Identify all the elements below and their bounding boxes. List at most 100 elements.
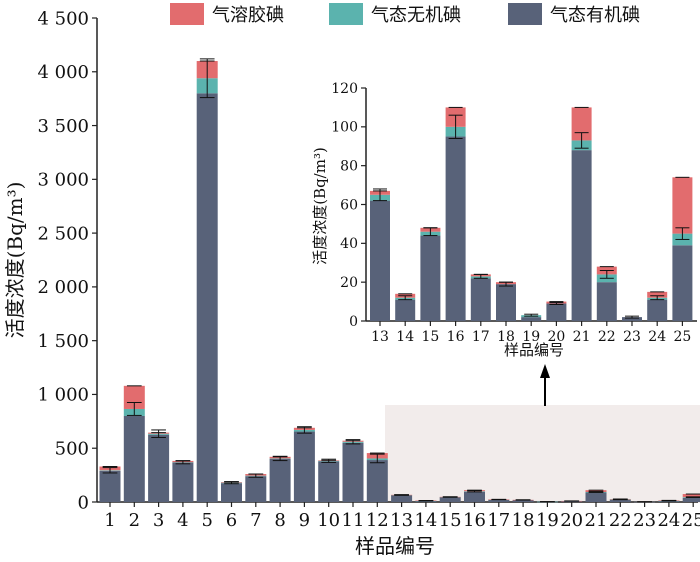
inset-y-axis-title: 活度浓度(Bq/m³) bbox=[311, 147, 329, 265]
legend-swatch-organic bbox=[508, 3, 542, 25]
main-y-tick-label: 3 000 bbox=[37, 170, 89, 191]
legend-swatch-aerosol bbox=[170, 3, 204, 25]
main-bar-organic-9 bbox=[293, 431, 315, 502]
main-bar-organic-6 bbox=[221, 483, 242, 502]
main-x-tick-label: 4 bbox=[177, 510, 188, 531]
inset-bar-organic-17 bbox=[470, 278, 491, 321]
inset-bar-organic-23 bbox=[622, 317, 642, 321]
main-y-tick-label: 0 bbox=[78, 492, 89, 513]
main-x-tick-label: 8 bbox=[274, 510, 285, 531]
main-y-tick-label: 4 000 bbox=[37, 62, 89, 83]
inset-bar-aerosol-24 bbox=[647, 291, 668, 298]
main-bar-organic-14 bbox=[415, 500, 437, 502]
main-bar-organic-16 bbox=[464, 491, 485, 502]
inset-x-tick-label: 22 bbox=[598, 329, 616, 345]
main-bar-organic-4 bbox=[172, 462, 194, 502]
main-y-tick-label: 2 500 bbox=[37, 223, 89, 244]
inset-x-axis-title: 样品编号 bbox=[504, 341, 564, 359]
inset-x-tick-label: 24 bbox=[648, 329, 666, 345]
main-x-tick-label: 21 bbox=[585, 510, 608, 531]
legend: 气溶胶碘 气态无机碘 气态有机碘 bbox=[170, 3, 640, 26]
legend-label-organic: 气态有机碘 bbox=[550, 5, 640, 26]
main-bar-organic-12 bbox=[366, 460, 388, 502]
inset-y-tick-label: 120 bbox=[331, 81, 358, 97]
inset-x-tick-label: 18 bbox=[497, 329, 515, 345]
inset-bar-organic-18 bbox=[496, 284, 516, 321]
main-bar-organic-8 bbox=[269, 458, 291, 502]
main-x-tick-label: 11 bbox=[342, 510, 365, 531]
main-x-tick-label: 3 bbox=[153, 510, 164, 531]
inset-x-tick-label: 13 bbox=[371, 329, 389, 345]
main-x-tick-label: 13 bbox=[390, 510, 413, 531]
inset-arrow bbox=[540, 364, 550, 406]
main-bar-organic-2 bbox=[123, 415, 145, 502]
inset-y-tick-label: 80 bbox=[340, 159, 358, 175]
inset-bar-organic-15 bbox=[420, 235, 441, 321]
inset-y-tick-label: 100 bbox=[331, 120, 358, 136]
inset-x-tick-label: 16 bbox=[447, 329, 465, 345]
inset-bar-organic-21 bbox=[571, 150, 592, 321]
main-bar-aerosol-25 bbox=[682, 494, 700, 498]
inset-x-tick-label: 17 bbox=[472, 329, 490, 345]
main-x-tick-label: 12 bbox=[366, 510, 389, 531]
main-chart: 0 500 1 000 1 500 2 000 2 500 3 000 3 500 4 000 4… bbox=[37, 8, 700, 531]
inset-bar-organic-14 bbox=[395, 299, 416, 321]
main-x-tick-label: 14 bbox=[414, 510, 437, 531]
inset-x-tick-label: 23 bbox=[623, 329, 641, 345]
main-bar-organic-22 bbox=[609, 499, 631, 502]
inset-y-tick-label: 20 bbox=[340, 275, 358, 291]
main-x-tick-label: 19 bbox=[536, 510, 559, 531]
main-x-tick-label: 23 bbox=[633, 510, 656, 531]
main-bar-organic-7 bbox=[245, 476, 267, 502]
inset-bar-aerosol-25 bbox=[672, 177, 693, 234]
inset-bar-organic-16 bbox=[445, 136, 466, 321]
main-bar-organic-21 bbox=[585, 492, 607, 502]
main-x-tick-label: 6 bbox=[226, 510, 237, 531]
legend-label-inorganic: 气态无机碘 bbox=[371, 5, 461, 26]
main-x-tick-label: 17 bbox=[487, 510, 510, 531]
inset-x-tick-label: 14 bbox=[396, 329, 414, 345]
main-y-axis-title: 活度浓度(Bq/m³) bbox=[3, 182, 27, 339]
main-y-tick-label: 4 500 bbox=[37, 8, 89, 29]
main-x-tick-label: 9 bbox=[299, 510, 310, 531]
main-x-tick-label: 16 bbox=[463, 510, 486, 531]
main-y-tick-label: 1 000 bbox=[37, 385, 89, 406]
main-y-tick-label: 2 000 bbox=[37, 277, 89, 298]
main-x-tick-label: 5 bbox=[201, 510, 212, 531]
inset-bar-organic-24 bbox=[647, 299, 668, 321]
inset-x-tick-label: 20 bbox=[547, 329, 565, 345]
main-bar-organic-13 bbox=[391, 495, 413, 502]
inset-x-tick-label: 15 bbox=[421, 329, 439, 345]
main-bar-organic-17 bbox=[488, 499, 510, 502]
inset-bar-organic-22 bbox=[596, 282, 617, 321]
main-x-tick-label: 25 bbox=[682, 510, 700, 531]
main-bar-organic-3 bbox=[148, 434, 170, 502]
inset-bar-organic-19 bbox=[521, 317, 542, 321]
inset-bar-organic-13 bbox=[370, 200, 390, 321]
main-bar-organic-10 bbox=[318, 461, 340, 502]
main-bar-organic-5 bbox=[196, 93, 218, 503]
main-x-tick-label: 2 bbox=[129, 510, 140, 531]
inset-bar-organic-25 bbox=[672, 245, 693, 321]
main-x-tick-label: 20 bbox=[560, 510, 583, 531]
main-x-tick-label: 1 bbox=[104, 510, 115, 531]
main-bar-organic-15 bbox=[439, 497, 461, 502]
inset-highlight-region bbox=[385, 405, 700, 503]
main-bar-organic-1 bbox=[99, 470, 121, 502]
main-x-tick-label: 24 bbox=[657, 510, 680, 531]
main-bar-organic-24 bbox=[658, 500, 680, 502]
legend-swatch-inorganic bbox=[329, 3, 363, 25]
main-bar-aerosol-2 bbox=[123, 385, 145, 409]
main-x-tick-label: 10 bbox=[317, 510, 340, 531]
inset-bar-organic-20 bbox=[546, 303, 567, 321]
inset-x-tick-label: 19 bbox=[522, 329, 540, 345]
main-y-tick-label: 500 bbox=[55, 439, 89, 460]
main-x-tick-label: 22 bbox=[609, 510, 632, 531]
main-bar-organic-25 bbox=[682, 497, 700, 502]
main-x-tick-label: 7 bbox=[250, 510, 261, 531]
legend-label-aerosol: 气溶胶碘 bbox=[212, 5, 284, 26]
inset-chart: 0 20 40 60 80 100 120 13 14 15 16 17 18 19 20 21 22 23 24 2… bbox=[331, 81, 697, 345]
main-y-tick-label: 1 500 bbox=[37, 331, 89, 352]
